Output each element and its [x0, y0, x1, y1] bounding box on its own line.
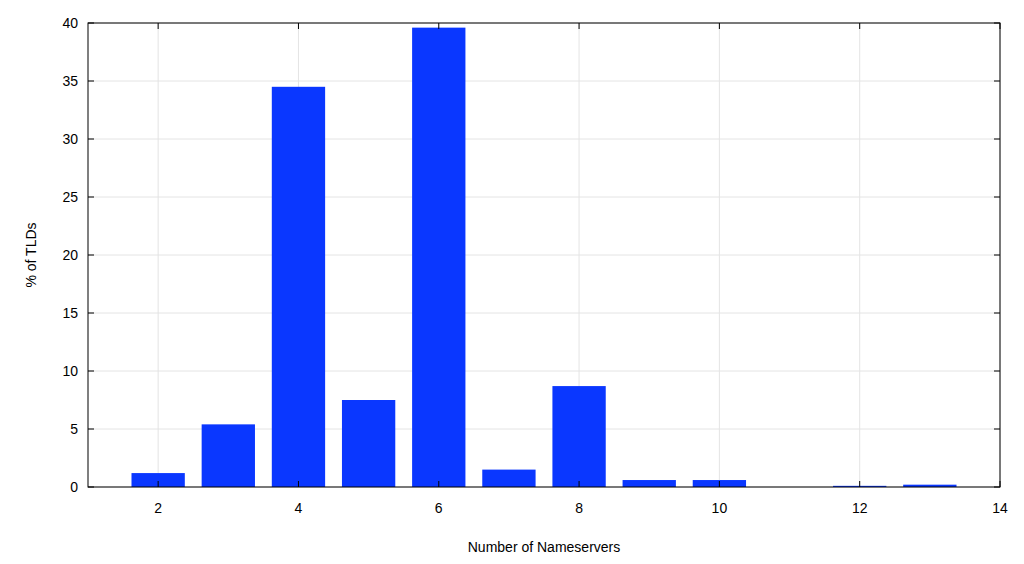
bar [623, 480, 676, 487]
tick [994, 429, 1000, 430]
x-tick-label: 4 [295, 500, 303, 516]
x-tick-label: 12 [852, 500, 868, 516]
tick [88, 313, 94, 314]
tick [994, 313, 1000, 314]
grid-line [719, 23, 720, 487]
bar [552, 386, 605, 487]
y-tick-label: 25 [62, 189, 78, 205]
tick [1000, 23, 1001, 29]
tick [994, 197, 1000, 198]
grid-line [88, 313, 1000, 314]
tick [579, 481, 580, 487]
bar [482, 470, 535, 487]
grid-line [88, 139, 1000, 140]
tick [1000, 481, 1001, 487]
bar [202, 424, 255, 487]
tick [859, 481, 860, 487]
tick [719, 23, 720, 29]
x-tick-label: 10 [712, 500, 728, 516]
y-tick-label: 0 [70, 479, 78, 495]
y-tick-label: 5 [70, 421, 78, 437]
grid-line [158, 23, 159, 487]
tick [859, 23, 860, 29]
x-axis-label: Number of Nameservers [468, 539, 621, 555]
tick [88, 255, 94, 256]
bar [693, 480, 746, 487]
y-tick-label: 20 [62, 247, 78, 263]
y-tick-label: 15 [62, 305, 78, 321]
tick [88, 197, 94, 198]
tick [994, 81, 1000, 82]
tick [158, 23, 159, 29]
tick [88, 371, 94, 372]
tick [88, 429, 94, 430]
bar [272, 87, 325, 487]
y-tick-label: 40 [62, 15, 78, 31]
tick [438, 481, 439, 487]
grid-line [88, 371, 1000, 372]
tick [88, 139, 94, 140]
grid-line [859, 23, 860, 487]
grid-line [88, 197, 1000, 198]
y-tick-label: 10 [62, 363, 78, 379]
tick [579, 23, 580, 29]
x-tick-label: 14 [992, 500, 1008, 516]
tick [298, 481, 299, 487]
tick [994, 139, 1000, 140]
chart: 0 5 10 15 20 25 30 35 40 2 4 6 8 10 12 14 Number of Name… [0, 0, 1024, 564]
tick [88, 81, 94, 82]
x-tick-label: 8 [575, 500, 583, 516]
grid-line [88, 81, 1000, 82]
tick [158, 481, 159, 487]
bars [131, 28, 956, 487]
x-tick-label: 6 [435, 500, 443, 516]
tick [994, 371, 1000, 372]
tick [88, 487, 94, 488]
tick [994, 23, 1000, 24]
tick [88, 23, 94, 24]
y-tick-label: 35 [62, 73, 78, 89]
tick [994, 255, 1000, 256]
bar [131, 473, 184, 487]
y-axis-label: % of TLDs [23, 222, 39, 287]
x-tick-label: 2 [154, 500, 162, 516]
bar [412, 28, 465, 487]
tick [994, 487, 1000, 488]
tick [298, 23, 299, 29]
tick [719, 481, 720, 487]
plot-frame [88, 23, 1000, 487]
tick [438, 23, 439, 29]
bar [342, 400, 395, 487]
y-tick-label: 30 [62, 131, 78, 147]
grid-line [88, 255, 1000, 256]
